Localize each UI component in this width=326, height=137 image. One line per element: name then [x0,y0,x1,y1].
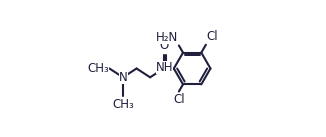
Text: N: N [119,71,128,84]
Text: CH₃: CH₃ [87,62,109,75]
Text: O: O [159,39,168,52]
Text: H₂N: H₂N [156,31,178,44]
Text: Cl: Cl [173,93,185,106]
Text: Cl: Cl [207,30,218,43]
Text: NH: NH [156,61,173,74]
Text: CH₃: CH₃ [112,98,134,111]
